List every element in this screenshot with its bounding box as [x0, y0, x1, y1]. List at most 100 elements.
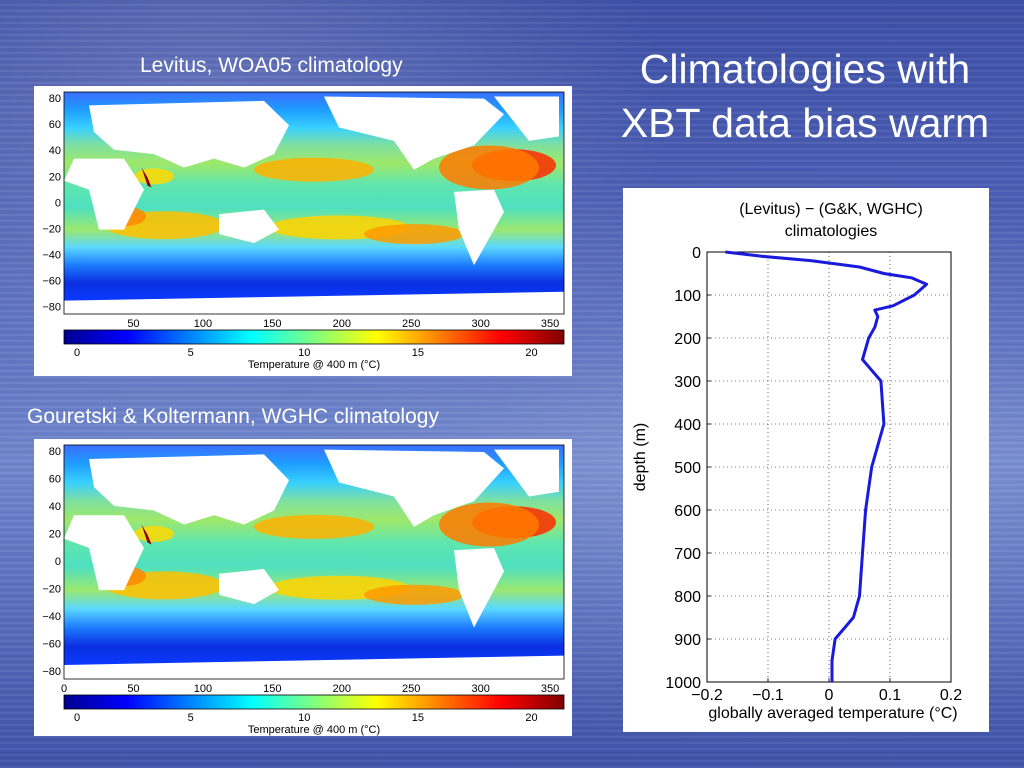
y-tick-label: 0: [692, 245, 701, 262]
land-mass: [454, 189, 504, 266]
map-frame: [63, 91, 565, 315]
latitude-tick-label: −80: [42, 666, 61, 678]
land-mass: [324, 449, 504, 527]
longitude-tick-label: 100: [194, 683, 212, 695]
latitude-tick-label: −80: [42, 302, 61, 314]
longitude-tick-label: 200: [333, 318, 351, 330]
land-mass: [89, 100, 289, 168]
latitude-tick-label: −40: [42, 611, 61, 623]
y-axis-label: depth (m): [632, 423, 649, 491]
latitude-tick-label: −60: [42, 276, 61, 288]
longitude-tick-label: 300: [471, 683, 489, 695]
y-tick-label: 600: [674, 503, 701, 520]
y-tick-label: 400: [674, 417, 701, 434]
colorbar: [63, 329, 565, 345]
longitude-tick-label: 350: [541, 683, 559, 695]
colorbar-tick-label: 5: [188, 712, 194, 724]
latitude-tick-label: −20: [42, 583, 61, 595]
longitude-tick-label: 150: [263, 318, 281, 330]
latitude-tick-label: 20: [49, 528, 61, 540]
latitude-tick-label: 80: [49, 446, 61, 458]
land-mass: [89, 454, 289, 525]
y-tick-label: 1000: [665, 675, 701, 692]
longitude-tick-label: 150: [263, 683, 281, 695]
land-mass: [454, 547, 504, 628]
x-tick-label: −0.1: [752, 687, 784, 704]
colorbar-tick-label: 10: [298, 347, 310, 359]
gouretski-temperature-map: 80 60 40 20 0 −20 −40 −60 −80 0 50 100 150 200 250 300 3…: [34, 439, 572, 736]
profile-chart-svg: (Levitus) − (G&K, WGHC) climatologies −0.2…: [632, 201, 962, 722]
colorbar-label: Temperature @ 400 m (°C): [248, 724, 380, 736]
land-mass: [324, 96, 504, 170]
warm-gyre: [364, 584, 464, 605]
longitude-tick-label: 250: [402, 683, 420, 695]
latitude-tick-label: 40: [49, 145, 61, 157]
latitude-tick-label: 40: [49, 501, 61, 513]
colorbar-tick-label: 15: [412, 347, 424, 359]
land-mass: [219, 209, 279, 243]
title-line-1: Climatologies with: [639, 46, 971, 92]
y-tick-label: 100: [674, 288, 701, 305]
latitude-tick-label: −20: [42, 223, 61, 235]
longitude-tick-label: 300: [471, 318, 489, 330]
colorbar-tick-label: 15: [412, 712, 424, 724]
longitude-tick-label: 0: [61, 683, 67, 695]
latitude-tick-label: 60: [49, 473, 61, 485]
y-tick-label: 500: [674, 460, 701, 477]
warm-gyre: [134, 168, 174, 185]
warm-gyre: [439, 502, 539, 547]
land-mass: [494, 449, 559, 497]
red-sea: [141, 167, 152, 188]
colorbar-tick-label: 5: [188, 347, 194, 359]
caption-levitus: Levitus, WOA05 climatology: [140, 54, 403, 77]
warm-gyre: [364, 224, 464, 245]
x-tick-label: 0: [825, 687, 834, 704]
title-line-2: XBT data bias warm: [620, 100, 990, 146]
y-tick-label: 900: [674, 632, 701, 649]
longitude-tick-label: 100: [194, 318, 212, 330]
y-tick-label: 800: [674, 589, 701, 606]
longitude-tick-label: 250: [402, 318, 420, 330]
longitude-tick-label: 50: [127, 683, 139, 695]
warm-gyre: [254, 514, 374, 539]
latitude-tick-label: 60: [49, 119, 61, 131]
longitude-tick-label: 200: [333, 683, 351, 695]
chart-title-line-2: climatologies: [785, 223, 877, 240]
colorbar: [63, 694, 565, 710]
longitude-tick-label: 50: [127, 318, 139, 330]
colorbar-tick-label: 0: [74, 347, 80, 359]
warm-gyre: [134, 525, 174, 542]
slide-title: Climatologies with XBT data bias warm: [590, 42, 1020, 150]
y-tick-label: 700: [674, 546, 701, 563]
latitude-tick-label: 0: [55, 556, 61, 568]
warm-gyre: [254, 157, 374, 182]
colorbar-tick-label: 20: [525, 712, 537, 724]
red-sea: [141, 524, 152, 545]
land-mass: [219, 569, 279, 605]
latitude-tick-label: −60: [42, 638, 61, 650]
x-tick-label: 0.2: [940, 687, 962, 704]
map-frame: [63, 444, 565, 680]
plot-frame: [706, 251, 952, 683]
levitus-temperature-map: 80 60 40 20 0 −20 −40 −60 −80 50 100 150 200 250 300 35…: [34, 86, 572, 376]
latitude-tick-label: 80: [49, 93, 61, 105]
caption-gouretski: Gouretski & Koltermann, WGHC climatology: [27, 405, 439, 428]
latitude-tick-label: 20: [49, 171, 61, 183]
colorbar-label: Temperature @ 400 m (°C): [248, 359, 380, 371]
chart-title-line-1: (Levitus) − (G&K, WGHC): [739, 201, 923, 218]
colorbar-tick-label: 10: [298, 712, 310, 724]
land-mass: [64, 291, 564, 314]
y-tick-label: 300: [674, 374, 701, 391]
difference-profile-chart: (Levitus) − (G&K, WGHC) climatologies −0.2…: [623, 188, 989, 732]
latitude-tick-label: 0: [55, 197, 61, 209]
temperature-difference-line: [725, 250, 929, 682]
x-tick-label: −0.2: [691, 687, 723, 704]
longitude-tick-label: 350: [541, 318, 559, 330]
colorbar-tick-label: 0: [74, 712, 80, 724]
x-axis-label: globally averaged temperature (°C): [708, 705, 957, 722]
land-mass: [494, 96, 559, 141]
x-tick-label: 0.1: [879, 687, 901, 704]
land-mass: [64, 515, 144, 591]
